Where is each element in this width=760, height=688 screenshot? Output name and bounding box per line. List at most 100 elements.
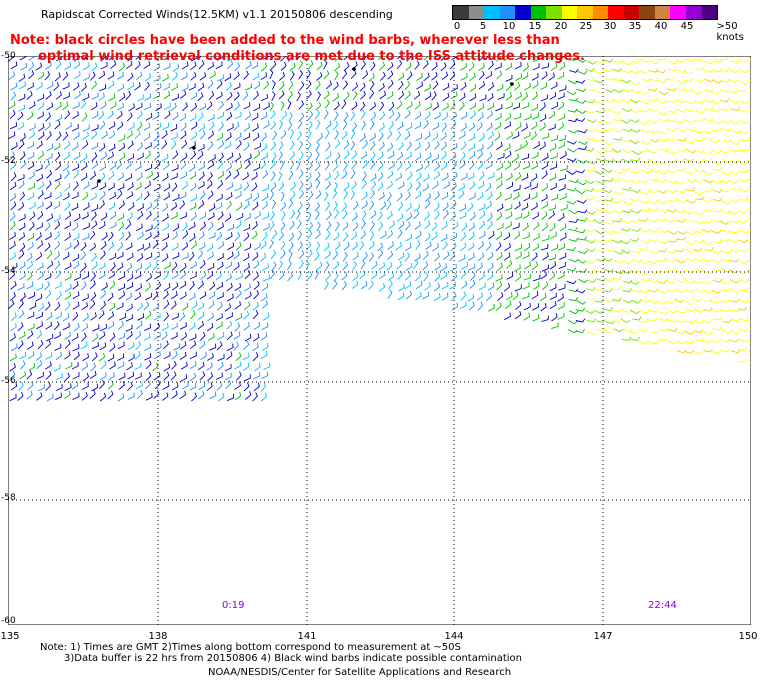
- wind-barb: [656, 257, 667, 262]
- wind-barb: [325, 129, 330, 139]
- wind-barb: [153, 183, 161, 192]
- wind-barb: [405, 62, 412, 71]
- wind-barb: [216, 292, 224, 300]
- wind-barb: [703, 117, 714, 122]
- wind-barb: [674, 180, 685, 185]
- wind-barb: [512, 102, 521, 110]
- wind-barb: [477, 103, 485, 112]
- wind-barb: [323, 242, 330, 252]
- wind-barb: [100, 372, 107, 381]
- wind-barb: [323, 70, 330, 80]
- wind-barb: [54, 220, 61, 230]
- wind-barb: [278, 270, 285, 281]
- wind-barb: [190, 102, 198, 112]
- wind-barb: [476, 292, 484, 301]
- wind-barb: [45, 180, 52, 190]
- wind-barb: [217, 140, 225, 149]
- wind-barb: [468, 222, 476, 232]
- wind-barb: [458, 254, 466, 262]
- wind-barb: [370, 111, 377, 121]
- wind-barb: [585, 239, 596, 244]
- wind-barb: [503, 312, 511, 321]
- wind-barb: [18, 310, 25, 319]
- wind-barb: [171, 282, 179, 291]
- wind-barb: [100, 323, 107, 332]
- wind-barb: [729, 159, 740, 164]
- wind-barb: [98, 221, 106, 230]
- wind-barb: [405, 233, 413, 242]
- wind-barb: [143, 242, 151, 251]
- wind-barb: [253, 91, 259, 101]
- wind-barb: [19, 242, 26, 252]
- wind-barb: [117, 241, 124, 252]
- wind-barb: [180, 122, 187, 132]
- colorbar-swatch: [608, 6, 624, 19]
- wind-barb: [189, 182, 197, 192]
- wind-barb: [503, 56, 511, 61]
- colorbar-swatch: [701, 6, 718, 19]
- wind-barb: [657, 199, 667, 205]
- wind-barb: [641, 140, 651, 145]
- wind-barb: [425, 241, 432, 250]
- wind-barb: [261, 184, 269, 192]
- wind-barb: [91, 352, 98, 362]
- wind-barb: [524, 261, 531, 270]
- wind-barb: [127, 182, 134, 191]
- wind-barb: [431, 231, 438, 241]
- wind-barb: [557, 312, 565, 320]
- wind-barb: [441, 71, 449, 81]
- wind-barb: [604, 230, 615, 236]
- wind-barb: [325, 180, 331, 190]
- wind-barb: [512, 291, 519, 301]
- wind-barb: [172, 111, 179, 121]
- wind-barb: [623, 299, 633, 304]
- wind-barb: [730, 218, 740, 223]
- lat-label: -52: [1, 156, 16, 166]
- wind-barb: [504, 193, 512, 201]
- wind-barb: [731, 186, 741, 191]
- wind-barb: [217, 211, 224, 221]
- wind-barb: [171, 71, 178, 81]
- wind-barb: [71, 333, 79, 341]
- wind-barb: [434, 262, 441, 271]
- wind-barb: [386, 262, 393, 271]
- wind-barb: [234, 111, 242, 120]
- wind-barb: [54, 174, 62, 182]
- wind-barb: [278, 171, 283, 182]
- wind-barb: [514, 201, 521, 210]
- wind-barb: [595, 90, 606, 95]
- wind-barb: [459, 242, 467, 252]
- wind-barb: [674, 269, 685, 274]
- wind-barb: [712, 120, 723, 125]
- wind-barb: [359, 133, 366, 142]
- wind-barb: [647, 279, 658, 284]
- wind-barb: [74, 90, 81, 100]
- wind-barb: [352, 251, 359, 261]
- wind-barb: [677, 80, 687, 85]
- wind-barb: [522, 162, 531, 170]
- wind-barb: [243, 70, 249, 80]
- wind-barb: [37, 211, 44, 221]
- wind-barb: [172, 150, 179, 160]
- wind-barb: [531, 72, 539, 81]
- wind-barb: [18, 202, 25, 211]
- wind-barb: [729, 298, 740, 303]
- wind-barb: [603, 106, 614, 111]
- wind-barb: [99, 200, 105, 210]
- wind-barb: [135, 341, 142, 351]
- wind-barb: [639, 158, 649, 163]
- wind-barb: [100, 241, 107, 250]
- wind-barb: [28, 201, 36, 210]
- wind-barb: [199, 102, 207, 111]
- wind-barb: [712, 197, 723, 202]
- wind-barb: [423, 272, 429, 282]
- wind-barb: [406, 141, 412, 151]
- wind-barb: [343, 91, 350, 101]
- wind-barb: [656, 69, 667, 74]
- wind-barb: [26, 252, 33, 262]
- wind-barb: [260, 62, 268, 72]
- wind-barb: [199, 291, 207, 300]
- wind-barb: [296, 210, 301, 220]
- wind-barb: [9, 122, 17, 130]
- wind-barb: [398, 283, 405, 292]
